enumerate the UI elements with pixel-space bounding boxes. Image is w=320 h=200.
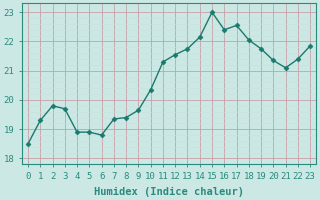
X-axis label: Humidex (Indice chaleur): Humidex (Indice chaleur) (94, 186, 244, 197)
